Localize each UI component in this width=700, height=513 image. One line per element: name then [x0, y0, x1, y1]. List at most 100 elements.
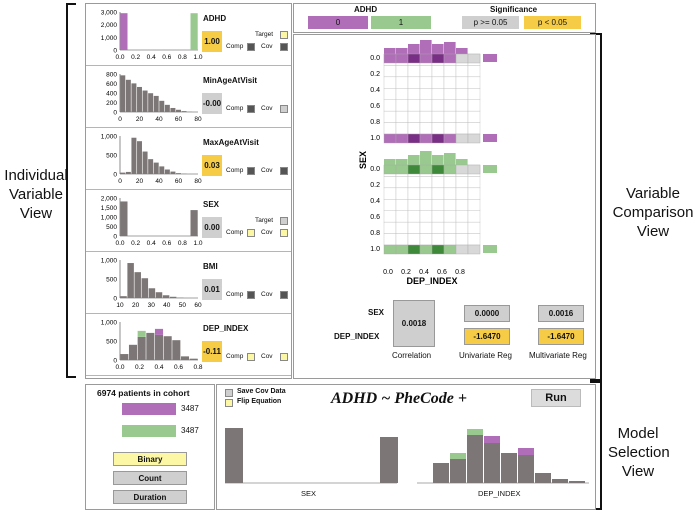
histogram-bar — [120, 296, 127, 298]
variable-score[interactable]: -0.11 — [202, 341, 222, 362]
binary-button[interactable]: Binary — [113, 452, 187, 466]
heatmap-cell-filled — [455, 53, 469, 64]
x-tick-label: 0.0 — [115, 364, 124, 371]
heatmap-cell — [383, 76, 397, 89]
multivariate-label: Multivariate Reg — [529, 351, 587, 360]
correlation-value[interactable]: 0.0018 — [393, 300, 435, 347]
comp-checkbox[interactable] — [247, 105, 255, 113]
heatmap-cell — [443, 187, 457, 200]
comp-checkbox[interactable] — [247, 229, 255, 237]
heatmap-cell-filled — [407, 244, 421, 255]
heatmap-cell — [455, 187, 469, 200]
heatmap-y-tick: 1.0 — [370, 135, 380, 142]
heatmap-cell — [419, 122, 433, 135]
marginal-bar — [408, 155, 420, 165]
heatmap-cell-filled — [419, 164, 433, 175]
heatmap-cell — [383, 233, 397, 246]
variable-row-sex[interactable]: 2,000 1,500 1,000 500 0 0.0 0.2 0.4 0.6 0.8 1.0 SEX… — [86, 190, 291, 252]
heatmap-cell-filled — [419, 244, 433, 255]
comp-checkbox[interactable] — [247, 43, 255, 51]
heatmap-cell — [419, 99, 433, 112]
comparison-row-dep-label: DEP_INDEX — [334, 332, 380, 341]
heatmap-cell — [383, 199, 397, 211]
heatmap-cell — [455, 88, 469, 100]
variable-row-adhd[interactable]: 3,000 2,000 1,000 0 0.0 0.2 0.4 0.6 0.8 1.0 ADHD 1.… — [86, 4, 291, 66]
comparison-view-bracket — [590, 33, 602, 381]
heatmap-x-tick: 0.6 — [437, 269, 447, 276]
variable-name: MaxAgeAtVisit — [203, 138, 259, 147]
variable-name: MinAgeAtVisit — [203, 76, 258, 85]
histogram-bar — [164, 104, 170, 112]
cohort-purple-count: 3487 — [181, 404, 199, 413]
variable-row-minageatvisit[interactable]: 800 600 400 200 0 0 20 40 60 80 MinAgeAtVisit -0.00… — [86, 66, 291, 128]
target-checkbox[interactable] — [280, 217, 288, 225]
comp-checkbox[interactable] — [247, 167, 255, 175]
heatmap-cell — [419, 65, 433, 78]
target-checkbox[interactable] — [280, 31, 288, 39]
heatmap-cell — [407, 233, 421, 246]
x-tick-label: 0.8 — [178, 240, 187, 247]
cov-checkbox[interactable] — [280, 353, 288, 361]
cov-checkbox[interactable] — [280, 167, 288, 175]
variable-row-maxageatvisit[interactable]: 1,000 500 0 0 20 40 60 80 MaxAgeAtVisit 0.03 Comp C… — [86, 128, 291, 190]
count-button[interactable]: Count — [113, 471, 187, 485]
heatmap-cell — [383, 110, 397, 123]
cohort-title: 6974 patients in cohort — [97, 388, 190, 398]
y-tick-label: 800 — [106, 72, 117, 79]
save-cov-checkbox[interactable] — [225, 389, 233, 397]
histogram-bar — [159, 100, 165, 112]
dep-bar — [518, 455, 534, 483]
multivariate-sex-value[interactable]: 0.0016 — [538, 305, 584, 322]
heatmap-cell — [467, 187, 481, 200]
cov-checkbox[interactable] — [280, 229, 288, 237]
adhd-1-chip: 1 — [371, 16, 431, 29]
duration-button[interactable]: Duration — [113, 490, 187, 504]
sex-dep-index-heatmap[interactable]: 0.0 0.2 0.4 0.6 0.8 1.0 0.0 0.2 0.4 0.6 0.8 1.0 0.0 0… — [294, 35, 594, 285]
heatmap-cell-filled — [443, 133, 457, 144]
histogram-bar — [159, 166, 165, 174]
heatmap-y-tick: 0.4 — [370, 198, 380, 205]
x-tick-label: 0 — [118, 178, 122, 185]
variable-row-dep_index[interactable]: 1,000 500 0 0.0 0.2 0.4 0.6 0.8 DEP_INDEX -0.11 Co… — [86, 314, 291, 376]
variable-score[interactable]: 0.00 — [202, 217, 222, 238]
heatmap-y-tick: 0.8 — [370, 119, 380, 126]
heatmap-cell — [419, 199, 433, 211]
heatmap-cell — [431, 110, 445, 123]
heatmap-cell — [419, 176, 433, 189]
multivariate-dep-value[interactable]: -1.6470 — [538, 328, 584, 345]
comp-checkbox[interactable] — [247, 291, 255, 299]
univariate-dep-value[interactable]: -1.6470 — [464, 328, 510, 345]
heatmap-cell — [443, 110, 457, 123]
cov-label: Cov — [261, 229, 273, 236]
heatmap-cell — [383, 65, 397, 78]
cov-checkbox[interactable] — [280, 291, 288, 299]
heatmap-cell — [443, 88, 457, 100]
variable-row-bmi[interactable]: 1,000 500 0 10 20 30 40 50 60 BMI 0.01 Comp Cov — [86, 252, 291, 314]
comp-checkbox[interactable] — [247, 353, 255, 361]
x-tick-label: 30 — [148, 302, 156, 309]
variable-name: DEP_INDEX — [203, 324, 249, 333]
heatmap-cell — [431, 199, 445, 211]
cov-checkbox[interactable] — [280, 43, 288, 51]
variable-score[interactable]: 0.03 — [202, 155, 222, 176]
model-equation: ADHD ~ PheCode + — [331, 390, 468, 407]
variable-score[interactable]: 0.01 — [202, 279, 222, 300]
heatmap-cell — [407, 122, 421, 135]
heatmap-cell-filled — [395, 164, 409, 175]
cov-checkbox[interactable] — [280, 105, 288, 113]
heatmap-cell — [395, 88, 409, 100]
heatmap-cell — [407, 99, 421, 112]
y-tick-label: 0 — [113, 110, 117, 117]
x-tick-label: 40 — [163, 302, 171, 309]
x-tick-label: 0.8 — [178, 54, 187, 61]
variable-score[interactable]: -0.00 — [202, 93, 222, 114]
univariate-sex-value[interactable]: 0.0000 — [464, 305, 510, 322]
histogram-bar — [125, 171, 131, 174]
dep-bar — [484, 443, 500, 483]
flip-equation-checkbox[interactable] — [225, 399, 233, 407]
variable-score[interactable]: 1.00 — [202, 31, 222, 52]
heatmap-cell — [407, 187, 421, 200]
run-button[interactable]: Run — [531, 389, 581, 407]
heatmap-cell — [455, 176, 469, 189]
heatmap-cell — [395, 233, 409, 246]
